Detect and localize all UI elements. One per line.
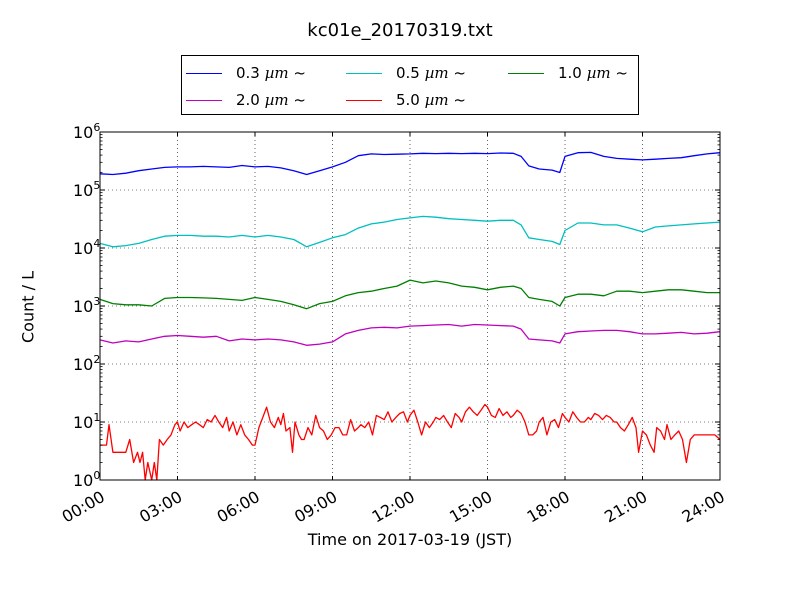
legend-label: 5.0 µm ~ [396, 91, 466, 109]
y-tick-label: 104 [73, 237, 100, 258]
legend-item: 1.0 µm ~ [508, 64, 628, 82]
series-line-4 [99, 323, 721, 346]
y-tick-label: 100 [73, 469, 100, 490]
y-tick-label: 102 [73, 353, 100, 374]
series-line-2 [99, 215, 721, 248]
legend-item: 0.5 µm ~ [346, 64, 466, 82]
x-tick-label: 03:00 [136, 487, 185, 527]
x-tick-label: 06:00 [214, 487, 263, 527]
y-tick-label: 106 [73, 121, 100, 142]
legend-item: 2.0 µm ~ [186, 91, 306, 109]
x-tick-labels: 00:00 03:00 06:00 09:00 12:00 15:00 18:00 21:00… [59, 487, 728, 527]
y-tick-label: 103 [73, 295, 100, 316]
y-axis-label: Count / L [18, 271, 38, 343]
legend-item: 5.0 µm ~ [346, 91, 466, 109]
y-tick-labels: 100 101 102 103 104 105 106 [73, 121, 100, 490]
x-tick-label: 15:00 [446, 487, 495, 527]
legend-item: 0.3 µm ~ [186, 64, 306, 82]
legend-swatch [186, 99, 222, 101]
legend-swatch [346, 99, 382, 101]
x-tick-label: 12:00 [369, 487, 418, 527]
series-lines [99, 151, 721, 481]
x-axis-label: Time on 2017-03-19 (JST) [307, 530, 513, 549]
legend-swatch [186, 72, 222, 74]
series-line-5 [100, 403, 721, 481]
legend-swatch [508, 72, 544, 74]
x-tick-label: 21:00 [601, 487, 650, 527]
legend-label: 2.0 µm ~ [236, 91, 306, 109]
legend: 0.3 µm ~ 0.5 µm ~ 1.0 µm ~ 2.0 µm ~ 5.0 µm ~ [181, 55, 639, 115]
legend-label: 0.3 µm ~ [236, 64, 306, 82]
y-tick-label: 101 [73, 411, 100, 432]
series-line-1 [99, 151, 721, 176]
x-tick-label: 00:00 [59, 487, 108, 527]
legend-swatch [346, 72, 382, 74]
legend-label: 1.0 µm ~ [558, 64, 628, 82]
series-line-3 [99, 279, 720, 310]
legend-label: 0.5 µm ~ [396, 64, 466, 82]
chart-title: kc01e_20170319.txt [307, 20, 493, 41]
x-tick-label: 18:00 [524, 487, 573, 527]
x-tick-label: 09:00 [291, 487, 340, 527]
axis-ticks [99, 131, 721, 481]
y-tick-label: 105 [73, 179, 100, 200]
x-tick-label: 24:00 [679, 487, 728, 527]
